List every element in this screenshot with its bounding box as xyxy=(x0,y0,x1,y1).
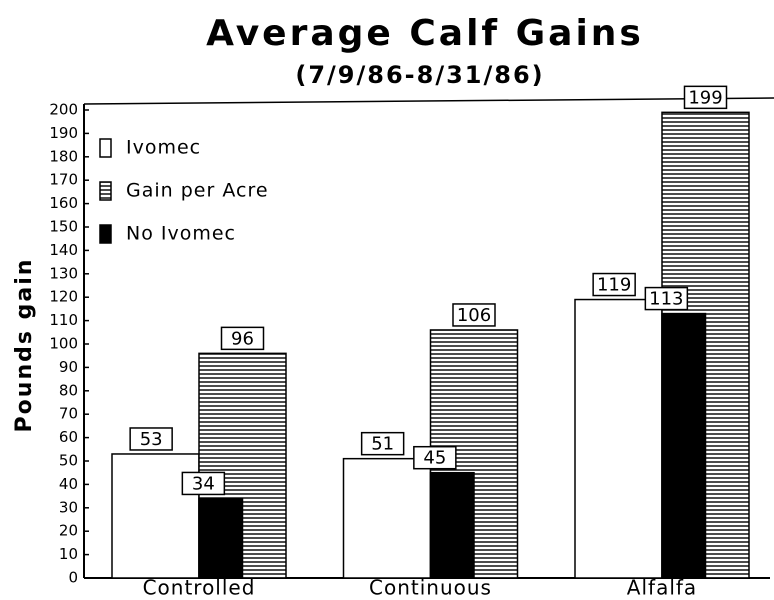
y-tick-label: 40 xyxy=(59,475,78,493)
y-tick-label: 90 xyxy=(59,358,78,376)
label-box xyxy=(413,445,457,470)
legend-swatch xyxy=(99,138,112,158)
legend-label: Gain per Acre xyxy=(126,180,269,202)
y-tick-label: 140 xyxy=(49,241,78,259)
y-tick-label: 10 xyxy=(59,545,78,563)
y-tick-label: 20 xyxy=(59,522,78,540)
y-tick-label: 200 xyxy=(49,101,78,119)
bar xyxy=(342,457,432,579)
data-label: 51 xyxy=(371,434,394,455)
data-label: 53 xyxy=(140,429,163,450)
x-tick-label: Controlled xyxy=(143,576,256,600)
chart-title: Average Calf Gains xyxy=(206,13,644,54)
chart-subtitle: (7/9/86-8/31/86) xyxy=(295,61,544,89)
bar xyxy=(661,312,707,579)
label-box xyxy=(360,431,405,456)
data-label: 199 xyxy=(688,87,722,108)
y-tick-label: 190 xyxy=(49,124,78,142)
bar xyxy=(574,298,663,579)
data-label: 34 xyxy=(192,473,215,494)
y-tick-label: 60 xyxy=(59,428,78,446)
legend-label: Ivomec xyxy=(126,137,201,159)
y-tick-label: 130 xyxy=(49,264,78,282)
label-box xyxy=(683,85,728,110)
label-box xyxy=(220,326,265,351)
legend-swatch xyxy=(99,224,112,244)
y-tick-label: 180 xyxy=(49,147,78,165)
frame-top xyxy=(83,97,774,105)
y-tick-label: 150 xyxy=(49,218,78,236)
data-label: 96 xyxy=(231,328,254,349)
x-tick-label: Continuous xyxy=(369,576,492,600)
bar xyxy=(198,497,244,579)
label-box xyxy=(592,272,636,297)
data-label: 119 xyxy=(597,275,631,296)
x-tick-label: Alfalfa xyxy=(627,576,697,600)
label-box xyxy=(181,471,226,496)
y-tick-label: 110 xyxy=(49,311,78,329)
y-tick-label: 50 xyxy=(59,452,78,470)
y-tick-label: 170 xyxy=(49,171,78,189)
y-tick-label: 120 xyxy=(49,288,78,306)
data-label: 113 xyxy=(649,289,683,310)
y-tick-label: 100 xyxy=(49,335,78,353)
label-box xyxy=(644,286,689,311)
y-tick-label: 160 xyxy=(49,194,78,212)
y-axis-label: Pounds gain xyxy=(12,258,37,433)
y-tick-label: 80 xyxy=(59,381,78,399)
label-box xyxy=(452,303,496,327)
bar xyxy=(429,471,475,579)
data-label: 106 xyxy=(457,305,491,326)
label-box xyxy=(129,427,173,451)
legend-swatch xyxy=(99,181,112,201)
y-tick-label: 30 xyxy=(59,498,78,516)
y-tick-label: 0 xyxy=(68,569,78,587)
data-label: 45 xyxy=(423,448,446,469)
y-tick-label: 70 xyxy=(59,405,78,423)
legend-label: No Ivomec xyxy=(126,223,236,245)
